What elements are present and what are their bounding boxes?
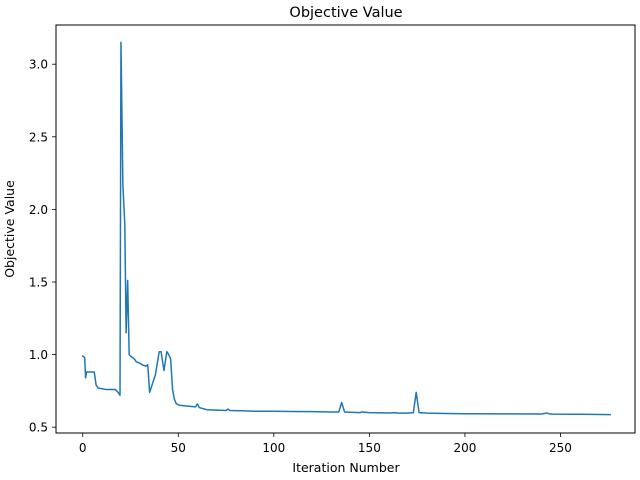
- axes-frame: [55, 24, 636, 434]
- objective-value-line: [81, 41, 611, 416]
- x-tick-label: 0: [79, 441, 87, 455]
- y-axis-label: Objective Value: [2, 180, 17, 278]
- x-tick-label: 250: [549, 441, 572, 455]
- chart-title: Objective Value: [289, 5, 402, 21]
- y-tick-label: 1.0: [29, 348, 48, 362]
- y-tick-label: 0.5: [29, 421, 48, 435]
- y-tick-label: 1.5: [29, 275, 48, 289]
- x-tick-label: 200: [453, 441, 476, 455]
- x-tick-label: 50: [171, 441, 186, 455]
- y-tick-label: 2.5: [29, 130, 48, 144]
- y-tick-label: 3.0: [29, 58, 48, 72]
- x-axis-label: Iteration Number: [292, 460, 400, 475]
- y-tick-label: 2.0: [29, 203, 48, 217]
- y-axis-ticks: 0.5 1.0 1.5 2.0 2.5 3.0: [29, 58, 56, 435]
- x-tick-label: 150: [358, 441, 381, 455]
- plot-area: [81, 41, 611, 416]
- x-axis-ticks: 0 50 100 150 200 250: [79, 433, 572, 455]
- x-tick-label: 100: [262, 441, 285, 455]
